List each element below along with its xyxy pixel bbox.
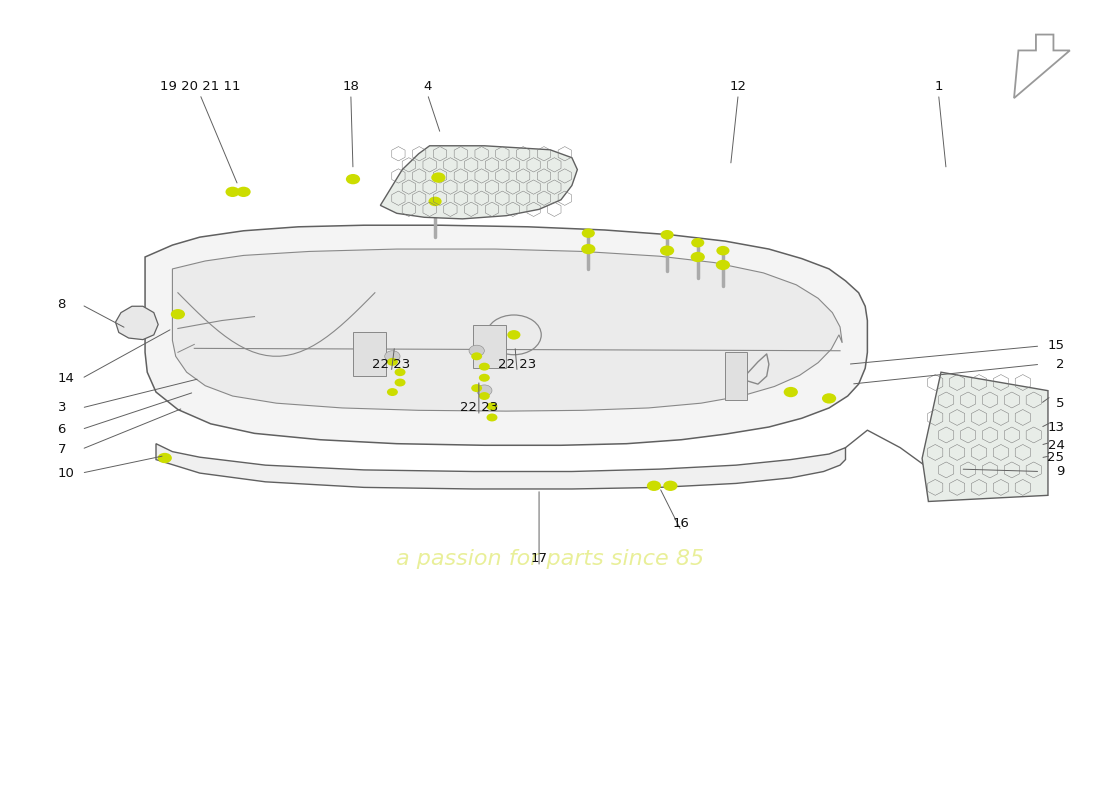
Bar [725,352,747,400]
Circle shape [716,260,730,270]
Circle shape [691,252,705,262]
Circle shape [647,481,661,491]
Text: 4: 4 [424,80,431,93]
Text: 1: 1 [934,80,943,93]
Text: 18: 18 [342,80,360,93]
Text: 3: 3 [57,402,66,414]
Circle shape [385,350,400,362]
Polygon shape [116,306,158,340]
Circle shape [660,230,673,239]
Circle shape [387,358,398,366]
Circle shape [478,374,490,382]
Text: 15: 15 [1047,339,1065,353]
Circle shape [476,385,492,396]
Circle shape [395,368,406,376]
Polygon shape [922,372,1048,502]
Text: 17: 17 [530,552,548,566]
Circle shape [429,197,441,206]
Polygon shape [156,444,846,489]
Text: 22 23: 22 23 [372,358,410,370]
Circle shape [660,246,674,256]
Text: 13: 13 [1047,422,1065,434]
Polygon shape [173,249,843,411]
Circle shape [170,309,185,319]
Circle shape [478,392,490,400]
Circle shape [471,384,482,392]
Polygon shape [381,146,578,219]
Bar [353,333,386,376]
Text: 24: 24 [1047,438,1065,452]
Circle shape [507,330,520,340]
Text: 16: 16 [673,517,690,530]
Text: 22 23: 22 23 [498,358,537,370]
Text: eurocarparts: eurocarparts [272,347,828,421]
Text: 6: 6 [57,423,66,436]
Text: 14: 14 [57,372,75,385]
Text: 5: 5 [1056,398,1065,410]
Polygon shape [145,226,868,446]
Circle shape [486,414,497,422]
Circle shape [581,244,595,254]
Text: 22 23: 22 23 [460,402,498,414]
Circle shape [345,174,360,184]
Text: 12: 12 [729,80,747,93]
Circle shape [691,238,704,247]
Circle shape [822,394,836,403]
Text: 7: 7 [57,442,66,456]
Circle shape [478,362,490,370]
Polygon shape [931,450,964,482]
Circle shape [395,378,406,386]
Circle shape [582,229,595,238]
Circle shape [431,172,446,182]
Text: 10: 10 [57,466,75,479]
Bar [473,325,506,368]
Text: 9: 9 [1056,465,1065,478]
Text: 19 20 21 11: 19 20 21 11 [160,80,240,93]
Circle shape [236,186,251,197]
Circle shape [157,453,172,463]
Text: 8: 8 [57,298,66,311]
Text: 2: 2 [1056,358,1065,370]
Circle shape [471,352,482,360]
Circle shape [486,402,497,410]
Circle shape [469,345,484,356]
Circle shape [716,246,729,255]
Circle shape [663,481,678,491]
Text: a passion for parts since 85: a passion for parts since 85 [396,549,704,569]
Text: 25: 25 [1047,451,1065,465]
Circle shape [387,388,398,396]
Circle shape [226,186,240,197]
Circle shape [783,387,798,398]
